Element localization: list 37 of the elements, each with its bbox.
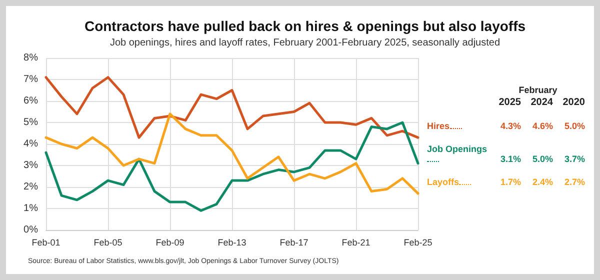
x-tick-label: Feb-01 bbox=[32, 238, 60, 248]
text: 3.7% bbox=[563, 153, 586, 165]
y-tick-label: 5% bbox=[24, 117, 38, 128]
y-tick-label: 0% bbox=[24, 224, 38, 236]
legend-label: Hires bbox=[426, 120, 451, 132]
text: 2025 bbox=[498, 96, 522, 109]
chart-subtitle: Job openings, hires and layoff rates, February 2001-February 2025, seasonally adjusted bbox=[110, 38, 500, 48]
text: 2024 bbox=[530, 96, 554, 109]
text: 5.0% bbox=[563, 120, 586, 132]
text: February bbox=[518, 84, 558, 96]
x-tick-label: Feb-21 bbox=[342, 238, 370, 248]
text: 4.3% bbox=[499, 120, 522, 132]
text: 1.7% bbox=[499, 176, 522, 188]
x-tick-label: Feb-13 bbox=[218, 238, 246, 248]
y-tick-label: 7% bbox=[24, 74, 38, 85]
y-tick-label: 1% bbox=[24, 203, 38, 214]
x-tick-label: Feb-25 bbox=[404, 238, 432, 248]
y-tick-label: 8% bbox=[24, 52, 38, 64]
text: 2020 bbox=[562, 96, 586, 109]
x-tick-label: Feb-05 bbox=[94, 238, 122, 248]
y-tick-label: 6% bbox=[24, 96, 38, 106]
text: 4.6% bbox=[531, 120, 554, 132]
y-tick-label: 3% bbox=[24, 160, 38, 171]
x-tick-label: Feb-17 bbox=[280, 238, 308, 248]
series-label: Job Openings bbox=[426, 143, 488, 156]
x-tick-label: Feb-09 bbox=[156, 238, 184, 248]
text: 2.4% bbox=[531, 176, 554, 188]
text: 2.7% bbox=[563, 176, 586, 188]
legend-label: Layoffs bbox=[426, 176, 460, 188]
line-series bbox=[44, 121, 420, 212]
y-tick-label: 4% bbox=[24, 138, 38, 150]
text: 5.0% bbox=[531, 153, 554, 165]
y-tick-label: 2% bbox=[24, 182, 38, 192]
line-series bbox=[44, 76, 420, 139]
chart-title: Contractors have pulled back on hires & openings but also layoffs bbox=[84, 18, 526, 34]
line-series bbox=[44, 112, 420, 195]
text: 3.1% bbox=[499, 153, 522, 165]
